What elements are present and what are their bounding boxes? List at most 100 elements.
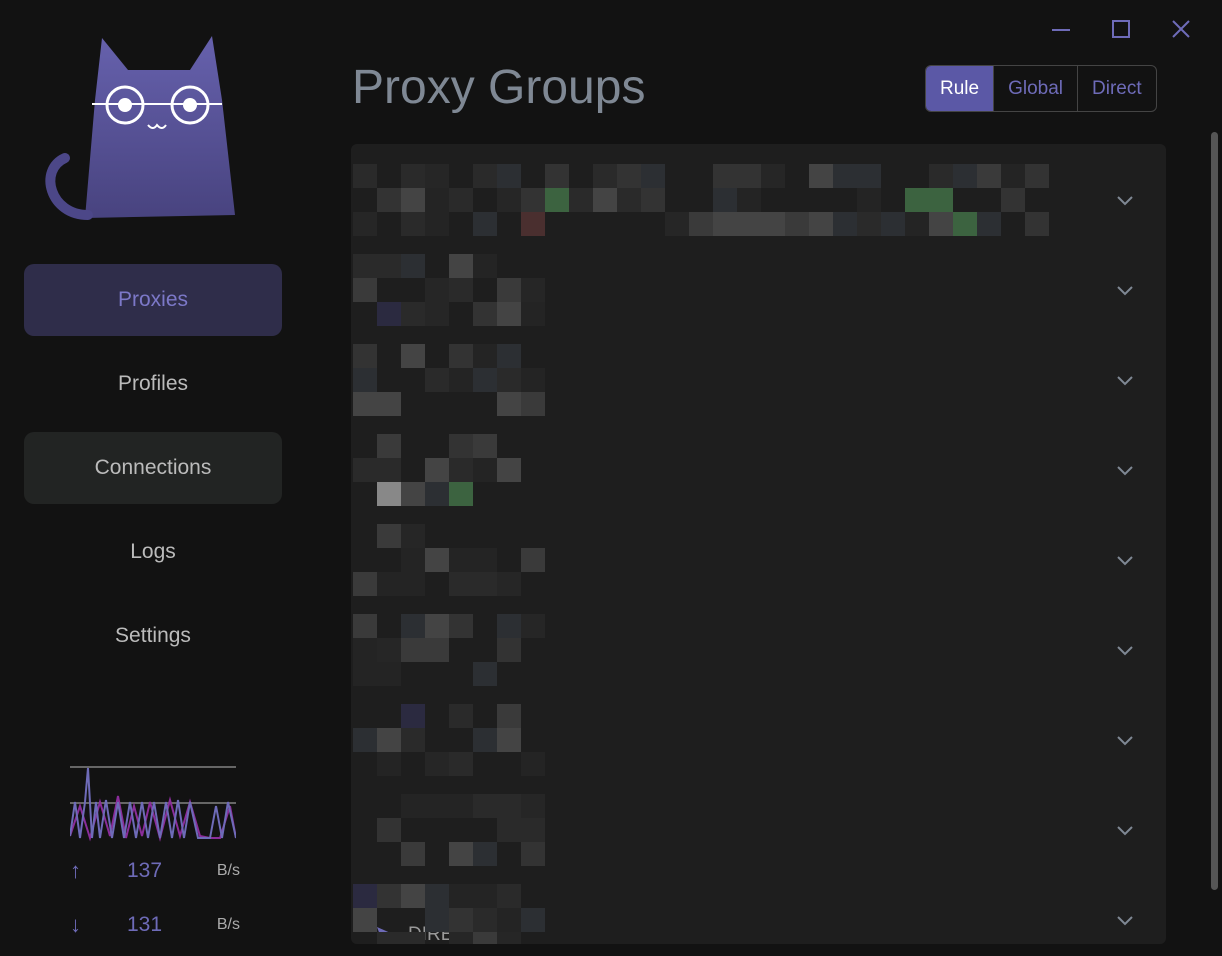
minimize-button[interactable]	[1050, 18, 1072, 46]
pixelated-text-block	[401, 728, 425, 752]
proxy-group-row[interactable]	[351, 426, 1166, 516]
pixelated-text-block	[545, 188, 569, 212]
chevron-down-icon[interactable]	[1116, 285, 1134, 297]
pixelated-text-block	[497, 614, 521, 638]
pixelated-text-block	[449, 572, 473, 596]
nav-profiles[interactable]: Profiles	[24, 348, 282, 420]
pixelated-text-block	[449, 794, 473, 818]
pixelated-text-block	[449, 482, 473, 506]
nav-logs[interactable]: Logs	[24, 516, 282, 588]
pixelated-text-block	[353, 344, 377, 368]
pixelated-text-block	[881, 212, 905, 236]
pixelated-text-block	[833, 164, 857, 188]
pixelated-text-block	[449, 908, 473, 932]
proxy-group-row[interactable]	[351, 606, 1166, 696]
chevron-down-icon[interactable]	[1116, 915, 1134, 927]
pixelated-text-block	[377, 392, 401, 416]
pixelated-text-block	[401, 482, 425, 506]
pixelated-text-block	[905, 188, 929, 212]
proxy-group-row[interactable]	[351, 246, 1166, 336]
nav-connections[interactable]: Connections	[24, 432, 282, 504]
pixelated-text-block	[497, 704, 521, 728]
proxy-group-row[interactable]	[351, 516, 1166, 606]
sidebar: Proxies Profiles Connections Logs Settin…	[0, 0, 306, 956]
pixelated-text-block	[425, 752, 449, 776]
nav-settings[interactable]: Settings	[24, 600, 282, 672]
pixelated-text-block	[497, 884, 521, 908]
mode-direct[interactable]: Direct	[1077, 66, 1156, 111]
pixelated-text-block	[401, 932, 425, 944]
close-button[interactable]	[1170, 18, 1192, 46]
pixelated-text-block	[425, 164, 449, 188]
pixelated-text-block	[473, 212, 497, 236]
maximize-button[interactable]	[1110, 18, 1132, 46]
pixelated-text-block	[401, 842, 425, 866]
pixelated-text-block	[497, 188, 521, 212]
pixelated-text-block	[449, 842, 473, 866]
chevron-down-icon[interactable]	[1116, 645, 1134, 657]
chevron-down-icon[interactable]	[1116, 825, 1134, 837]
proxy-group-row[interactable]	[351, 696, 1166, 786]
pixelated-text-block	[401, 164, 425, 188]
chevron-down-icon[interactable]	[1116, 195, 1134, 207]
pixelated-text-block	[521, 818, 545, 842]
pixelated-text-block	[857, 188, 881, 212]
pixelated-text-block	[497, 932, 521, 944]
pixelated-text-block	[473, 842, 497, 866]
pixelated-text-block	[449, 614, 473, 638]
chevron-down-icon[interactable]	[1116, 555, 1134, 567]
pixelated-text-block	[521, 368, 545, 392]
pixelated-text-block	[425, 212, 449, 236]
pixelated-text-block	[401, 794, 425, 818]
proxy-group-row[interactable]	[351, 336, 1166, 426]
pixelated-text-block	[737, 212, 761, 236]
chevron-down-icon[interactable]	[1116, 735, 1134, 747]
pixelated-text-block	[473, 548, 497, 572]
pixelated-text-block	[353, 572, 377, 596]
mode-rule[interactable]: Rule	[926, 66, 994, 111]
pixelated-text-block	[953, 212, 977, 236]
upload-line	[70, 767, 236, 839]
nav-proxies[interactable]: Proxies	[24, 264, 282, 336]
chevron-down-icon[interactable]	[1116, 465, 1134, 477]
pixelated-text-block	[497, 164, 521, 188]
pixelated-text-block	[353, 212, 377, 236]
pixelated-text-block	[377, 572, 401, 596]
pixelated-text-block	[377, 254, 401, 278]
pixelated-text-block	[929, 212, 953, 236]
upload-rate: ↑ 137 B/s	[70, 858, 240, 884]
pixelated-text-block	[353, 254, 377, 278]
pixelated-text-block	[353, 392, 377, 416]
pixelated-text-block	[401, 524, 425, 548]
pixelated-text-block	[929, 164, 953, 188]
pixelated-text-block	[425, 548, 449, 572]
pixelated-text-block	[449, 344, 473, 368]
pixelated-text-block	[353, 368, 377, 392]
pixelated-text-block	[497, 368, 521, 392]
proxy-group-row[interactable]	[351, 876, 1166, 944]
pixelated-text-block	[737, 164, 761, 188]
pixelated-text-block	[377, 818, 401, 842]
pixelated-text-block	[497, 458, 521, 482]
pixelated-text-block	[377, 188, 401, 212]
pixelated-text-block	[353, 278, 377, 302]
pixelated-text-block	[425, 482, 449, 506]
pixelated-text-block	[809, 212, 833, 236]
pixelated-text-block	[497, 392, 521, 416]
proxy-group-row[interactable]	[351, 156, 1166, 246]
chevron-down-icon[interactable]	[1116, 375, 1134, 387]
pixelated-text-block	[425, 188, 449, 212]
arrow-down-icon: ↓	[70, 912, 81, 937]
pixelated-text-block	[377, 752, 401, 776]
proxy-group-row[interactable]	[351, 786, 1166, 876]
pixelated-text-block	[377, 728, 401, 752]
pixelated-text-block	[641, 164, 665, 188]
pixelated-text-block	[713, 212, 737, 236]
pixelated-text-block	[377, 434, 401, 458]
upload-unit: B/s	[216, 862, 240, 879]
scrollbar[interactable]	[1211, 132, 1218, 890]
pixelated-text-block	[449, 368, 473, 392]
pixelated-text-block	[401, 188, 425, 212]
pixelated-text-block	[809, 164, 833, 188]
mode-global[interactable]: Global	[993, 66, 1077, 111]
